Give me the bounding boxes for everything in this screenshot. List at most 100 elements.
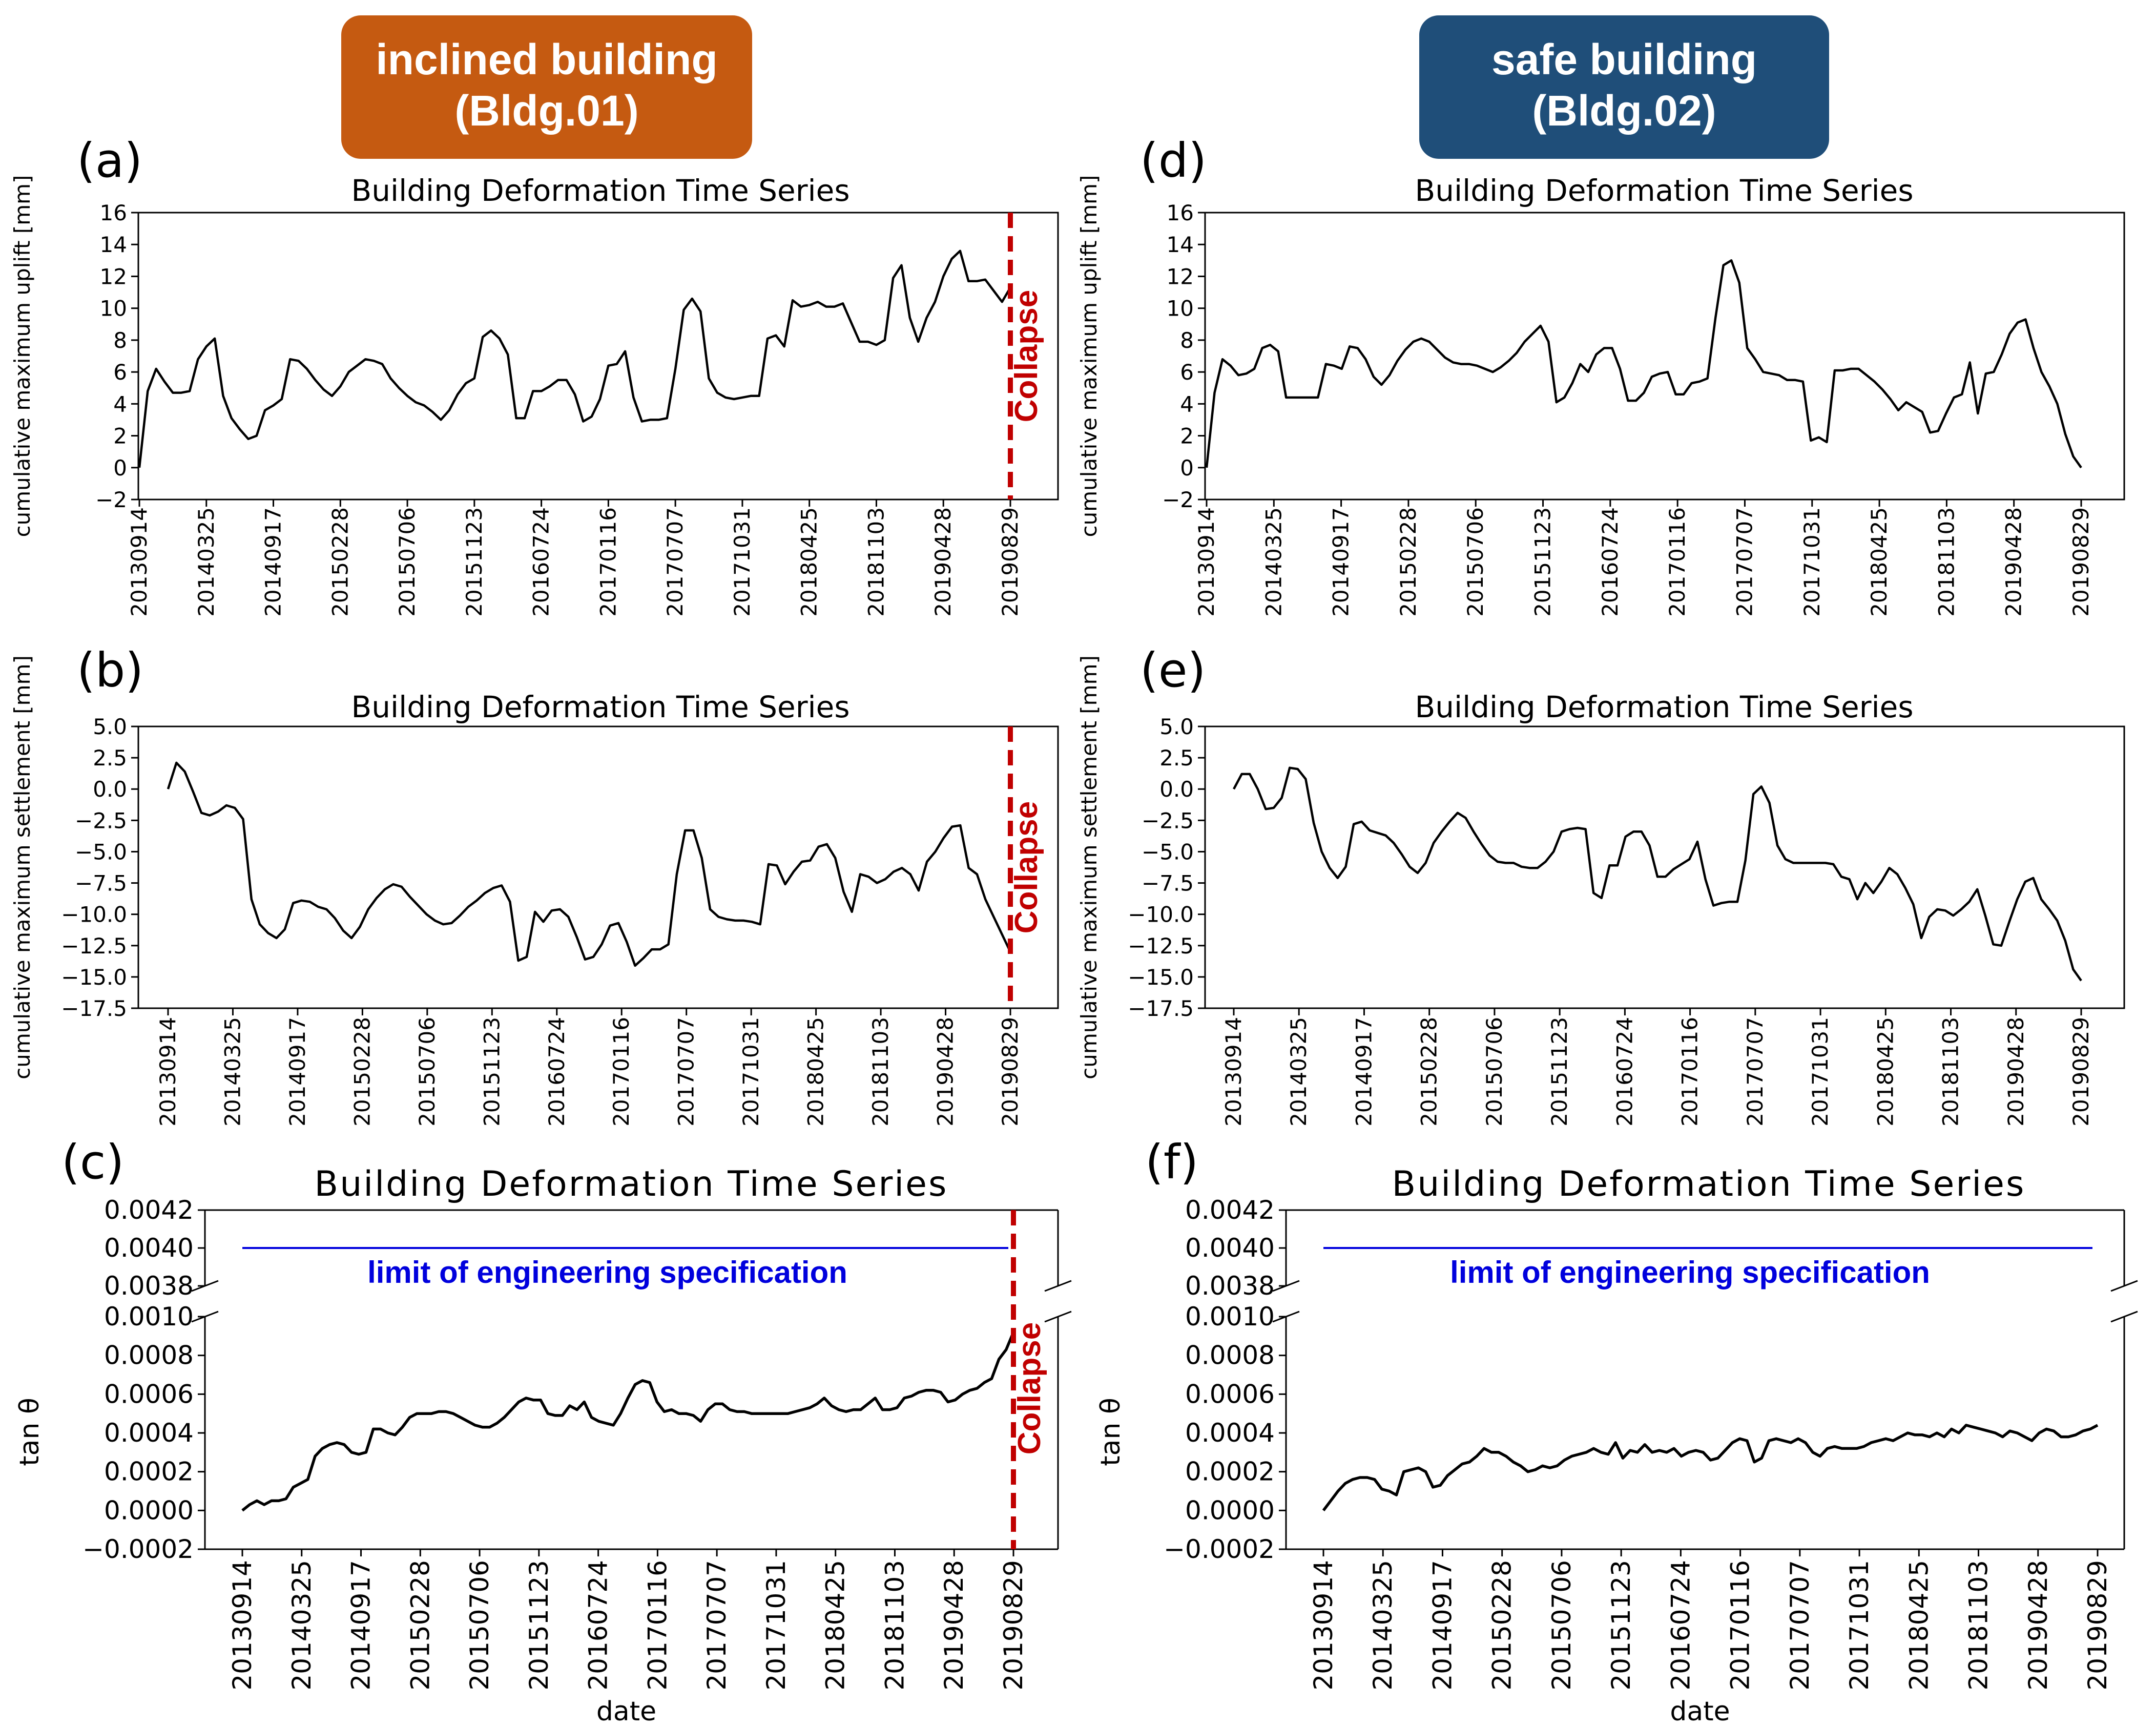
x-tick-label: 20190428 — [930, 507, 956, 617]
y-tick-label: −17.5 — [1128, 996, 1194, 1021]
y-tick-label: 12 — [1167, 264, 1194, 289]
y-axis-label: cumulative maximum settlement [mm] — [10, 655, 35, 1079]
chart-title: Building Deformation Time Series — [351, 690, 849, 724]
x-tick-label: 20160724 — [544, 1017, 569, 1127]
y-tick-label: 0.0008 — [104, 1341, 194, 1370]
header-right-background — [1419, 15, 1829, 159]
x-tick-label: 20160724 — [1598, 507, 1623, 617]
series-line — [241, 1331, 1015, 1512]
y-tick-label: −5.0 — [1142, 839, 1194, 864]
x-tick-label: 20140917 — [1329, 507, 1354, 617]
x-tick-label: 20140917 — [261, 507, 286, 617]
x-tick-label: 20150228 — [405, 1560, 435, 1691]
x-tick-label: 20181103 — [868, 1017, 893, 1127]
x-tick-label: 20151123 — [1606, 1560, 1636, 1691]
y-tick-label: −7.5 — [75, 871, 127, 896]
limit-label: limit of engineering specification — [367, 1255, 847, 1289]
y-tick-label: 2.5 — [93, 745, 127, 771]
x-tick-label: 20130914 — [1194, 507, 1219, 617]
y-tick-label: 6 — [113, 360, 127, 385]
x-axis-label: date — [596, 1696, 656, 1727]
x-tick-label: 20160724 — [1666, 1560, 1695, 1691]
plot-frame — [1204, 212, 2125, 501]
y-tick-label: 10 — [1167, 296, 1194, 321]
x-tick-label: 20150228 — [1396, 507, 1421, 617]
y-tick-label: 8 — [1180, 328, 1194, 353]
y-axis-label: tan θ — [14, 1398, 45, 1466]
y-tick-label: 0.0000 — [1185, 1495, 1275, 1525]
x-tick-label: 20171031 — [1808, 1017, 1833, 1127]
y-tick-label: −15.0 — [61, 965, 127, 990]
x-tick-label: 20140325 — [220, 1017, 245, 1127]
y-tick-label: 14 — [100, 232, 127, 257]
x-tick-label: 20180425 — [1904, 1560, 1934, 1691]
y-tick-label: 0.0040 — [104, 1233, 194, 1263]
chart-title: Building Deformation Time Series — [1415, 173, 1913, 208]
x-tick-label: 20130914 — [127, 507, 152, 617]
x-tick-label: 20170116 — [1726, 1560, 1755, 1691]
x-tick-label: 20180425 — [1867, 507, 1892, 617]
y-tick-label: −12.5 — [1128, 933, 1194, 959]
panel-label: (a) — [77, 133, 142, 188]
x-tick-label: 20170116 — [1677, 1017, 1703, 1127]
x-tick-label: 20190428 — [2001, 507, 2026, 617]
x-tick-label: 20171031 — [1844, 1560, 1874, 1691]
x-tick-label: 20150228 — [327, 507, 353, 617]
y-axis-label: cumulative maximum uplift [mm] — [10, 175, 35, 537]
x-tick-label: 20140917 — [346, 1560, 376, 1691]
y-tick-label: 2 — [113, 424, 127, 449]
x-tick-label: 20190428 — [2003, 1017, 2028, 1127]
y-tick-label: −12.5 — [61, 933, 127, 959]
chart-panel-e: (e) Building Deformation Time Series 5.0 2.… — [1076, 643, 2125, 1127]
x-tick-label: 20160724 — [584, 1560, 613, 1691]
y-tick-label: −0.0002 — [1164, 1534, 1275, 1564]
x-tick-label: 20170116 — [595, 507, 620, 617]
series-line — [1322, 1424, 2099, 1511]
x-tick-label: 20150228 — [1417, 1017, 1442, 1127]
x-tick-label: 20171031 — [730, 507, 755, 617]
y-tick-label: 0.0040 — [1185, 1233, 1275, 1263]
x-tick-label: 20150706 — [395, 507, 420, 617]
y-tick-label: 16 — [100, 200, 127, 225]
x-tick-label: 20170707 — [1785, 1560, 1815, 1691]
panel-label: (f) — [1145, 1135, 1198, 1190]
y-tick-label: 0.0010 — [1185, 1302, 1275, 1331]
header-left-title: inclined building — [376, 35, 717, 84]
x-tick-label: 20181103 — [1938, 1017, 1963, 1127]
x-tick-label: 20170116 — [1665, 507, 1690, 617]
x-tick-label: 20151123 — [524, 1560, 554, 1691]
y-tick-label: 14 — [1167, 232, 1194, 257]
x-tick-label: 20140917 — [285, 1017, 310, 1127]
y-tick-label: 0.0 — [1159, 777, 1194, 802]
x-tick-label: 20140325 — [1261, 507, 1286, 617]
x-tick-label: 20171031 — [1799, 507, 1825, 617]
x-tick-label: 20190829 — [2068, 507, 2093, 617]
y-tick-label: 2.5 — [1159, 745, 1194, 771]
y-tick-label: 6 — [1180, 360, 1194, 385]
y-tick-label: 0.0000 — [104, 1495, 194, 1525]
x-tick-label: 20130914 — [155, 1017, 180, 1127]
x-tick-label: 20130914 — [1309, 1560, 1338, 1691]
x-tick-label: 20180425 — [803, 1017, 828, 1127]
axis-break-mark — [2110, 1280, 2138, 1292]
x-tick-label: 20151123 — [1547, 1017, 1572, 1127]
chart-title: Building Deformation Time Series — [315, 1164, 948, 1204]
y-tick-label: 5.0 — [1159, 714, 1194, 739]
x-tick-label: 20171031 — [761, 1560, 791, 1691]
x-tick-label: 20140917 — [1351, 1017, 1376, 1127]
plot-frame — [1204, 725, 2125, 1009]
axis-break-mark — [2110, 1310, 2138, 1323]
panel-label: (d) — [1140, 133, 1207, 188]
x-tick-label: 20150706 — [1547, 1560, 1577, 1691]
y-tick-label: 0.0006 — [104, 1379, 194, 1409]
x-tick-label: 20170116 — [642, 1560, 672, 1691]
x-tick-label: 20130914 — [227, 1560, 257, 1691]
y-tick-label: 0.0002 — [104, 1457, 194, 1487]
x-tick-label: 20170116 — [609, 1017, 634, 1127]
y-tick-label: 0.0042 — [1185, 1195, 1275, 1225]
x-tick-label: 20151123 — [1530, 507, 1556, 617]
y-tick-label: 0.0006 — [1185, 1379, 1275, 1409]
y-tick-label: 0.0008 — [1185, 1341, 1275, 1370]
y-tick-label: 0.0002 — [1185, 1457, 1275, 1487]
y-tick-label: 0.0004 — [104, 1418, 194, 1448]
